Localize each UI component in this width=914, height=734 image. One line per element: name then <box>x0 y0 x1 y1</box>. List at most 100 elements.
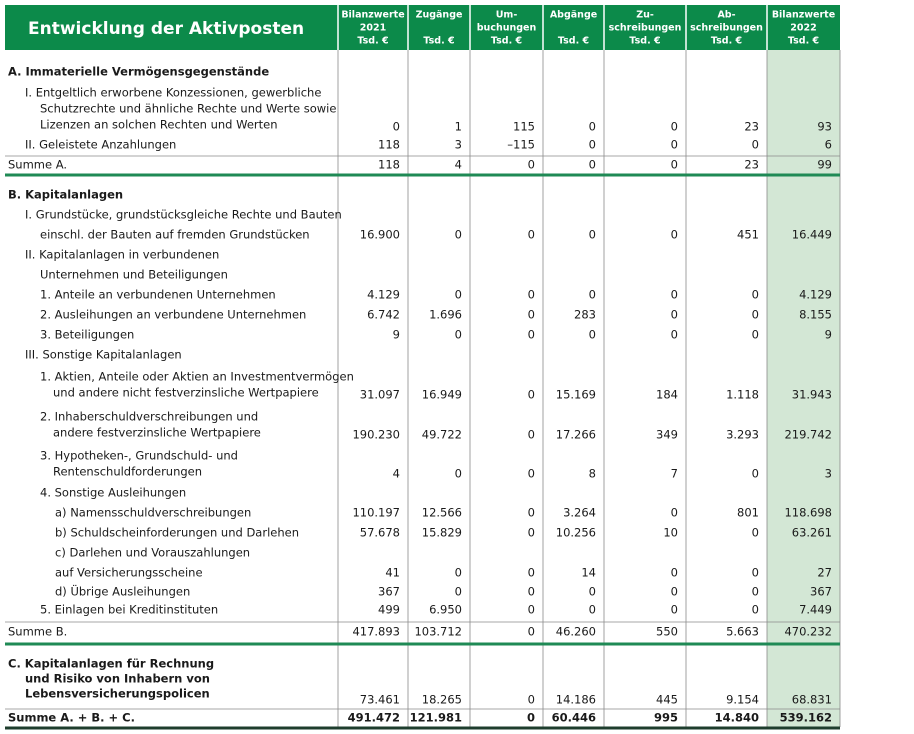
cell-value: 0 <box>528 158 535 172</box>
row-label: C. Kapitalanlagen für Rechnung <box>8 657 214 671</box>
cell-value: 349 <box>656 428 678 442</box>
cell-value: 0 <box>528 506 535 520</box>
cell-value: 0 <box>671 328 678 342</box>
cell-value: 16.949 <box>422 388 462 402</box>
row-label: und Risiko von Inhabern von <box>25 672 210 686</box>
cell-value: 118 <box>378 138 400 152</box>
column-header: 2021 <box>360 23 386 34</box>
row-label: 2. Ausleihungen an verbundene Unternehme… <box>40 308 306 322</box>
cell-value: 367 <box>378 585 400 599</box>
cell-value: 995 <box>654 711 678 725</box>
row-label: Summe B. <box>8 625 67 639</box>
column-header: buchungen <box>477 23 537 34</box>
row-label: A. Immaterielle Vermögensgegenstände <box>8 65 269 79</box>
cell-value: 4 <box>393 467 400 481</box>
row-label: Unternehmen und Beteiligungen <box>40 268 228 282</box>
cell-value: 4.129 <box>367 288 400 302</box>
cell-value: 63.261 <box>792 526 832 540</box>
cell-value: 0 <box>589 288 596 302</box>
cell-value: 0 <box>671 228 678 242</box>
cell-value: 0 <box>455 328 462 342</box>
cell-value: 110.197 <box>352 506 400 520</box>
row-label: 2. Inhaberschuldverschreibungen und <box>40 410 258 424</box>
column-header: Zugänge <box>416 10 463 21</box>
row-label: auf Versicherungsscheine <box>55 566 203 580</box>
cell-value: 499 <box>378 603 400 617</box>
row-label: B. Kapitalanlagen <box>8 188 123 202</box>
cell-value: 1 <box>455 120 462 134</box>
cell-value: 0 <box>527 711 535 725</box>
header-band <box>5 5 840 50</box>
column-header: Tsd. € <box>788 36 819 47</box>
cell-value: 10 <box>663 526 678 540</box>
cell-value: 550 <box>656 625 678 639</box>
column-header: Ab- <box>717 10 735 21</box>
cell-value: 0 <box>752 467 759 481</box>
cell-value: 0 <box>671 288 678 302</box>
cell-value: 0 <box>671 603 678 617</box>
column-header: Tsd. € <box>491 36 522 47</box>
cell-value: 0 <box>589 158 596 172</box>
cell-value: 0 <box>752 585 759 599</box>
cell-value: 445 <box>656 693 678 707</box>
row-label: und andere nicht festverzinsliche Wertpa… <box>53 386 319 400</box>
cell-value: 6 <box>825 138 832 152</box>
cell-value: 367 <box>810 585 832 599</box>
cell-value: –115 <box>507 138 535 152</box>
cell-value: 0 <box>528 428 535 442</box>
cell-value: 0 <box>528 526 535 540</box>
column-header: Tsd. € <box>711 36 742 47</box>
cell-value: 470.232 <box>784 625 832 639</box>
cell-value: 7 <box>671 467 678 481</box>
cell-value: 0 <box>528 388 535 402</box>
cell-value: 0 <box>528 693 535 707</box>
row-label: Lizenzen an solchen Rechten und Werten <box>40 118 278 132</box>
column-header: Zu- <box>636 10 654 21</box>
cell-value: 0 <box>455 467 462 481</box>
cell-value: 10.256 <box>556 526 596 540</box>
cell-value: 0 <box>455 585 462 599</box>
cell-value: 0 <box>528 585 535 599</box>
column-header: Tsd. € <box>357 36 388 47</box>
cell-value: 0 <box>589 328 596 342</box>
row-label: andere festverzinsliche Wertpapiere <box>53 426 261 440</box>
cell-value: 190.230 <box>352 428 400 442</box>
cell-value: 15.169 <box>556 388 596 402</box>
cell-value: 99 <box>817 158 832 172</box>
cell-value: 283 <box>574 308 596 322</box>
cell-value: 3.264 <box>563 506 596 520</box>
cell-value: 8 <box>589 467 596 481</box>
cell-value: 491.472 <box>348 711 400 725</box>
row-label: Lebensversicherungspolicen <box>25 687 210 701</box>
row-label: 3. Hypotheken-, Grundschuld- und <box>40 449 238 463</box>
row-label: a) Namensschuldverschreibungen <box>55 506 251 520</box>
cell-value: 0 <box>752 526 759 540</box>
cell-value: 0 <box>528 467 535 481</box>
cell-value: 0 <box>528 625 535 639</box>
cell-value: 23 <box>744 120 759 134</box>
column-header: Bilanzwerte <box>341 10 404 21</box>
cell-value: 1.118 <box>726 388 759 402</box>
cell-value: 0 <box>671 566 678 580</box>
cell-value: 417.893 <box>352 625 400 639</box>
cell-value: 3 <box>455 138 462 152</box>
cell-value: 0 <box>528 288 535 302</box>
cell-value: 539.162 <box>780 711 832 725</box>
column-header: Bilanzwerte <box>772 10 835 21</box>
cell-value: 9 <box>825 328 832 342</box>
cell-value: 6.950 <box>429 603 462 617</box>
cell-value: 0 <box>455 228 462 242</box>
row-label: 1. Anteile an verbundenen Unternehmen <box>40 288 276 302</box>
column-header: Um- <box>496 10 518 21</box>
cell-value: 16.900 <box>360 228 400 242</box>
cell-value: 0 <box>671 308 678 322</box>
cell-value: 16.449 <box>792 228 832 242</box>
cell-value: 93 <box>817 120 832 134</box>
row-label: Schutzrechte und ähnliche Rechte und Wer… <box>40 102 336 116</box>
cell-value: 801 <box>737 506 759 520</box>
cell-value: 73.461 <box>360 693 400 707</box>
cell-value: 3 <box>825 467 832 481</box>
row-label: II. Kapitalanlagen in verbundenen <box>25 248 219 262</box>
cell-value: 451 <box>737 228 759 242</box>
